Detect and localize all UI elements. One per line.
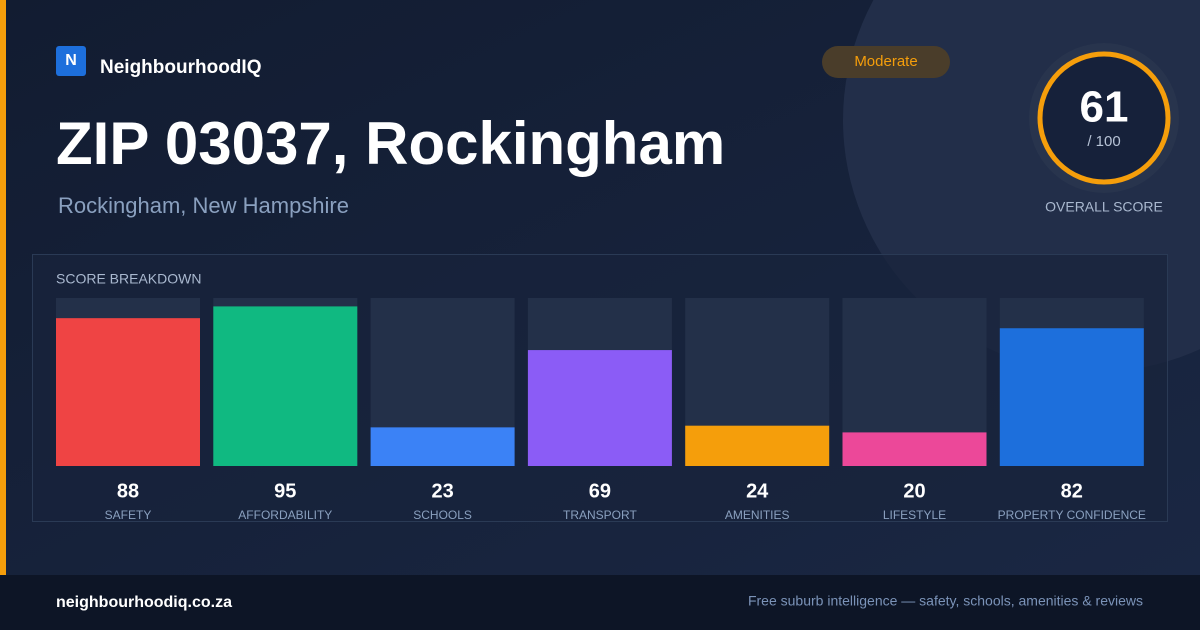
category-label: SAFETY xyxy=(105,508,152,522)
badge-text: Moderate xyxy=(854,53,917,70)
category-label: AFFORDABILITY xyxy=(238,508,332,522)
chart-title: SCORE BREAKDOWN xyxy=(56,271,201,287)
category-label: AMENITIES xyxy=(725,508,790,522)
title: ZIP 03037, Rockingham xyxy=(56,110,725,177)
category-label: PROPERTY CONFIDENCE xyxy=(998,508,1146,522)
accent-stripe xyxy=(0,0,6,575)
footer xyxy=(0,575,1200,630)
bar xyxy=(999,328,1144,466)
footer-site: neighbourhoodiq.co.za xyxy=(56,594,232,611)
footer-tagline: Free suburb intelligence — safety, schoo… xyxy=(748,593,1143,609)
bar xyxy=(527,350,672,466)
value-label: 69 xyxy=(589,480,611,502)
category-label: SCHOOLS xyxy=(413,508,472,522)
subtitle: Rockingham, New Hampshire xyxy=(58,193,349,218)
category-label: TRANSPORT xyxy=(563,508,637,522)
bar xyxy=(370,427,515,466)
bar xyxy=(842,432,987,466)
logo-letter: N xyxy=(65,52,77,69)
value-label: 24 xyxy=(746,480,769,502)
badge xyxy=(822,46,950,78)
score-ring xyxy=(1037,51,1171,185)
score-value: 61 xyxy=(1080,83,1129,132)
bar xyxy=(56,318,200,466)
value-label: 23 xyxy=(431,480,453,502)
score-label: OVERALL SCORE xyxy=(1045,199,1163,215)
value-label: 88 xyxy=(117,480,139,502)
bar xyxy=(213,306,358,466)
bar xyxy=(685,425,830,466)
value-label: 20 xyxy=(903,480,925,502)
logo xyxy=(56,46,86,76)
score-out-of: / 100 xyxy=(1087,133,1120,150)
value-label: 82 xyxy=(1061,480,1083,502)
brand-name: NeighbourhoodIQ xyxy=(100,57,261,78)
value-label: 95 xyxy=(274,480,296,502)
category-label: LIFESTYLE xyxy=(883,508,946,522)
